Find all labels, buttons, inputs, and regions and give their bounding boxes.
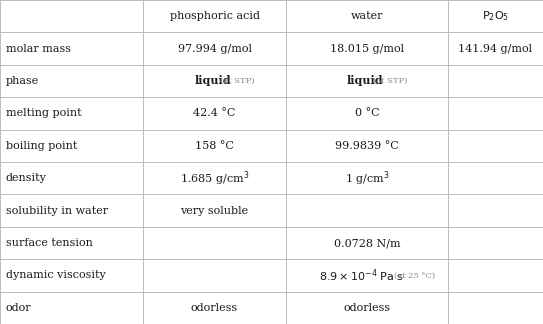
Text: odor: odor xyxy=(6,303,31,313)
Text: density: density xyxy=(6,173,47,183)
Text: $8.9\times10^{-4}$ Pa s: $8.9\times10^{-4}$ Pa s xyxy=(319,267,405,284)
Text: liquid: liquid xyxy=(346,75,383,87)
Text: 158 °C: 158 °C xyxy=(195,141,234,151)
Text: molar mass: molar mass xyxy=(6,44,71,53)
Text: boiling point: boiling point xyxy=(6,141,77,151)
Text: melting point: melting point xyxy=(6,109,81,118)
Text: odorless: odorless xyxy=(191,303,238,313)
Text: surface tension: surface tension xyxy=(6,238,93,248)
Text: odorless: odorless xyxy=(343,303,390,313)
Text: 141.94 g/mol: 141.94 g/mol xyxy=(458,44,533,53)
Text: 18.015 g/mol: 18.015 g/mol xyxy=(330,44,404,53)
Text: liquid: liquid xyxy=(194,75,231,87)
Text: 42.4 °C: 42.4 °C xyxy=(193,109,236,118)
Text: phase: phase xyxy=(6,76,39,86)
Text: 0 °C: 0 °C xyxy=(355,109,380,118)
Text: dynamic viscosity: dynamic viscosity xyxy=(6,271,106,280)
Text: $\mathrm{P_2O_5}$: $\mathrm{P_2O_5}$ xyxy=(482,9,509,23)
Text: 1.685 g/cm$^3$: 1.685 g/cm$^3$ xyxy=(180,169,249,188)
Text: 99.9839 °C: 99.9839 °C xyxy=(335,141,399,151)
Text: solubility in water: solubility in water xyxy=(6,206,108,215)
Text: (at STP): (at STP) xyxy=(220,77,255,85)
Text: phosphoric acid: phosphoric acid xyxy=(169,11,260,21)
Text: 97.994 g/mol: 97.994 g/mol xyxy=(178,44,251,53)
Text: (at STP): (at STP) xyxy=(372,77,407,85)
Text: very soluble: very soluble xyxy=(180,206,249,215)
Text: 0.0728 N/m: 0.0728 N/m xyxy=(334,238,400,248)
Text: 1 g/cm$^3$: 1 g/cm$^3$ xyxy=(345,169,389,188)
Text: water: water xyxy=(351,11,383,21)
Text: (at 25 °C): (at 25 °C) xyxy=(394,272,435,279)
